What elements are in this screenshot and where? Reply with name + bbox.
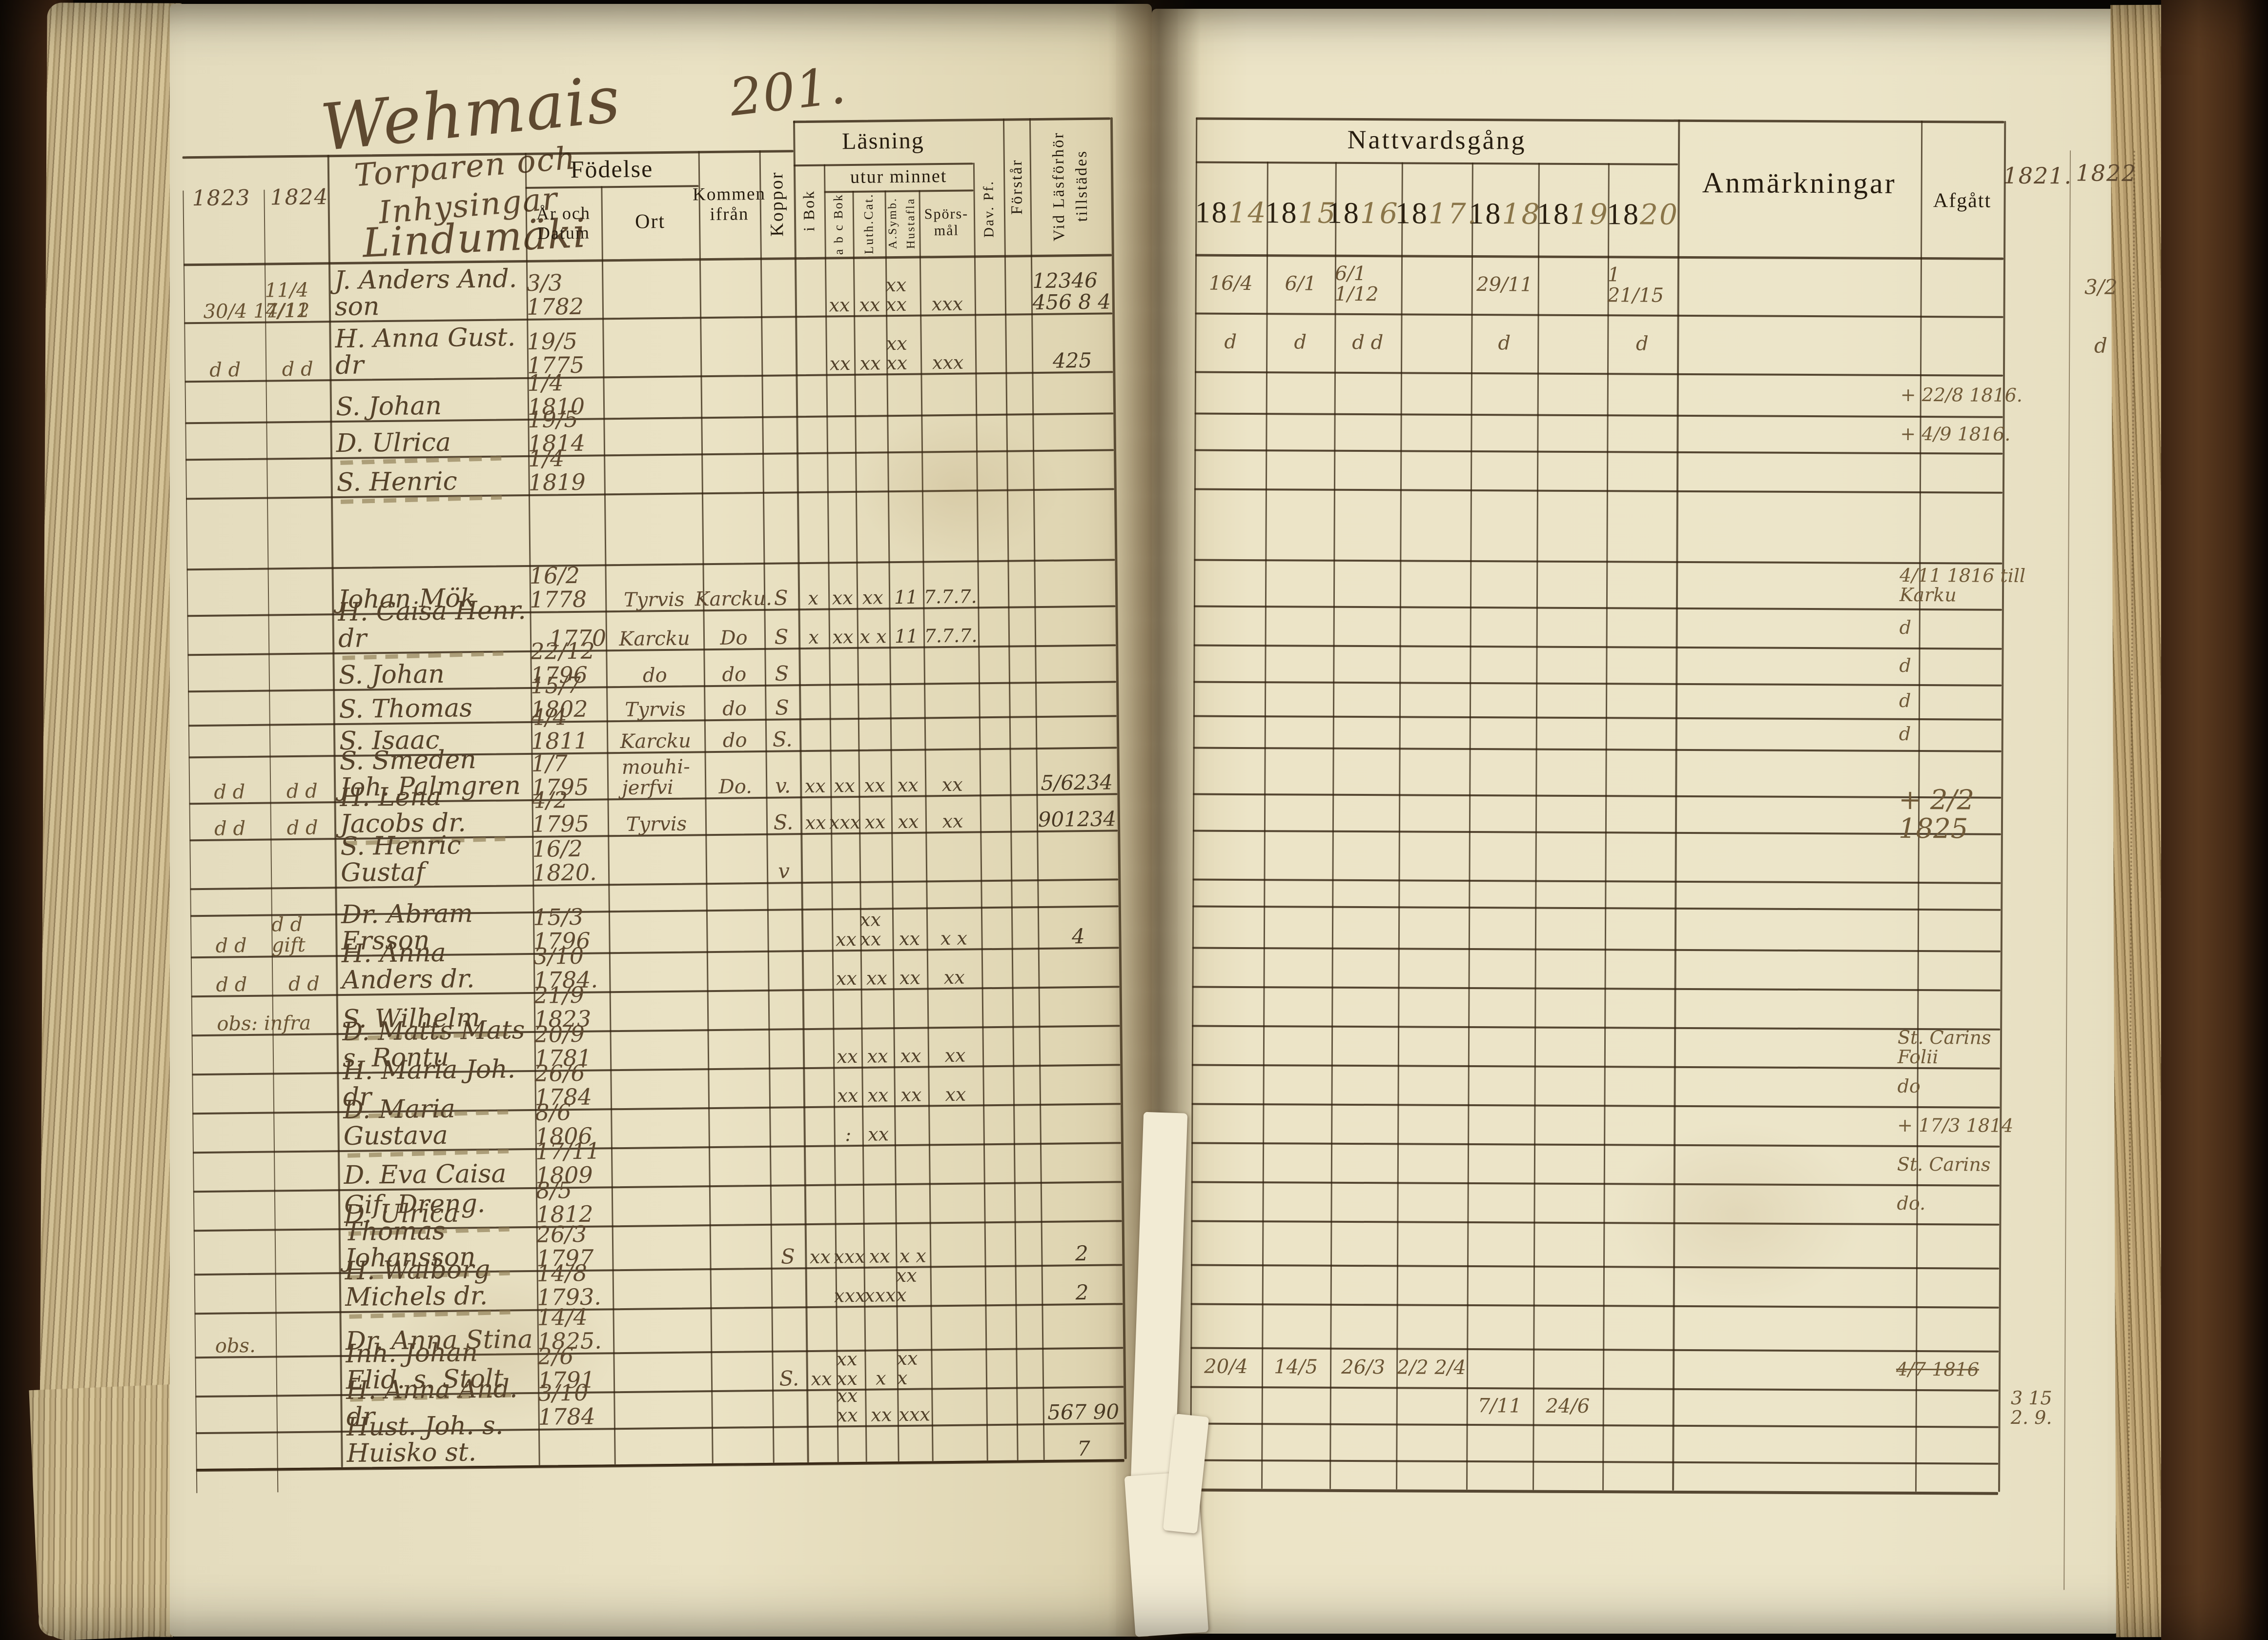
- table-rule: [1191, 1181, 2000, 1187]
- table-rule: [1193, 605, 2002, 611]
- table-rule: [1192, 1025, 2001, 1031]
- departed-note: d: [1899, 654, 1911, 676]
- table-rule: [1191, 1264, 2000, 1270]
- departed-note: d: [1899, 723, 1911, 745]
- year-header-1820: 18 20: [1606, 178, 1679, 251]
- departed-note: St. Carins Folii: [1897, 1026, 1991, 1068]
- table-rule: [1191, 1064, 2000, 1070]
- left-page: [170, 4, 1152, 1637]
- year-header-1816: 18 16.: [1327, 177, 1410, 250]
- communion-1815: 14/5: [1274, 1356, 1318, 1378]
- right-cover: [2161, 0, 2268, 1640]
- table-rule: [1193, 793, 2002, 799]
- table-rule: [1192, 905, 2001, 911]
- departed-note: d: [1899, 616, 1912, 638]
- departed-note: + 4/9 1816.: [1900, 423, 2011, 445]
- year-header-1815: 18 15: [1265, 176, 1337, 250]
- communion-1814: d: [1224, 330, 1237, 353]
- communion-1816: 6/1 1/12: [1334, 262, 1379, 306]
- departed-note: do: [1897, 1075, 1921, 1097]
- communion-1816: 26/3: [1341, 1356, 1386, 1379]
- table-rule: [1194, 412, 2003, 418]
- column-header-communion: Nattvardsgång: [1347, 124, 1527, 155]
- margin-1822-value: d: [2094, 333, 2107, 358]
- year-printed: 18: [1265, 196, 1298, 229]
- departed-note: do.: [1897, 1192, 1926, 1215]
- table-rule: [1190, 1303, 1999, 1309]
- table-rule: [1191, 1220, 2000, 1226]
- communion-1815: 6/1: [1285, 272, 1317, 295]
- communion-1816: d d: [1352, 331, 1384, 354]
- communion-1818: d: [1498, 332, 1511, 355]
- communion-1820: 1 21/15: [1607, 263, 1664, 307]
- year-printed: 18: [1195, 196, 1228, 229]
- year-header-1814: 18 14: [1195, 176, 1267, 250]
- year-script: 19: [1570, 197, 1609, 231]
- departed-note: 4/7 1816: [1896, 1358, 1980, 1380]
- table-rule: [1192, 830, 2001, 835]
- year-script: 20: [1639, 198, 1679, 231]
- column-header-departed: Afgått: [1933, 189, 1992, 213]
- table-rule: [1193, 747, 2002, 752]
- year-printed: 18: [1606, 197, 1640, 231]
- table-rule: [1190, 1459, 1999, 1465]
- communion-1815: d: [1294, 331, 1307, 354]
- communion-1819: 24/6: [1546, 1395, 1590, 1417]
- departed-note: + 2/2 1825: [1898, 784, 1975, 845]
- departed-note: d: [1899, 689, 1911, 711]
- departed-note: 4/11 1816 till Karku: [1899, 564, 2026, 606]
- communion-1814: 20/4: [1204, 1355, 1248, 1378]
- margin-1822-value: 3/2: [2084, 275, 2118, 299]
- communion-1820: d: [1635, 332, 1649, 355]
- table-rule: [1193, 715, 2002, 721]
- year-header-1819: 18 19: [1536, 178, 1609, 251]
- communion-1814: 16/4: [1208, 272, 1253, 295]
- departed-note: St. Carins: [1897, 1153, 1991, 1175]
- column-header-remarks: Anmärkningar: [1702, 166, 1897, 200]
- margin-1821-value: 3 15 2. 9.: [2010, 1387, 2052, 1428]
- margin-year-1821: 1821.: [2003, 162, 2073, 189]
- table-rule: [1194, 488, 2002, 494]
- year-printed: 18: [1469, 197, 1502, 230]
- departed-note: + 17/3 1814: [1897, 1114, 2014, 1136]
- margin-year-1822: 1822: [2076, 160, 2137, 187]
- year-script: 18: [1502, 197, 1541, 231]
- year-header-1817: 18 17.: [1395, 177, 1478, 250]
- departed-note: + 22/8 1816.: [1900, 384, 2023, 406]
- table-rule: [1191, 1103, 2000, 1109]
- table-rule: [1192, 878, 2001, 884]
- table-rule: [1189, 1488, 1999, 1495]
- table-rule: [1191, 1142, 2000, 1148]
- year-printed: 18: [1327, 196, 1360, 230]
- communion-1818: 29/11: [1476, 273, 1533, 296]
- table-rule: [1194, 449, 2003, 455]
- communion-1817: 2/2 2/4: [1397, 1356, 1466, 1379]
- year-header-1818: 18 18: [1469, 177, 1541, 251]
- table-rule: [1194, 559, 2002, 565]
- table-rule: [1192, 986, 2001, 992]
- table-rule: [1192, 947, 2001, 952]
- year-script: 14: [1228, 196, 1267, 230]
- table-rule: [1193, 681, 2002, 687]
- table-rule: [1193, 644, 2002, 650]
- right-page: [1152, 9, 2119, 1634]
- year-printed: 18: [1536, 197, 1571, 231]
- year-printed: 18: [1395, 196, 1429, 230]
- communion-1818: 7/11: [1477, 1394, 1522, 1417]
